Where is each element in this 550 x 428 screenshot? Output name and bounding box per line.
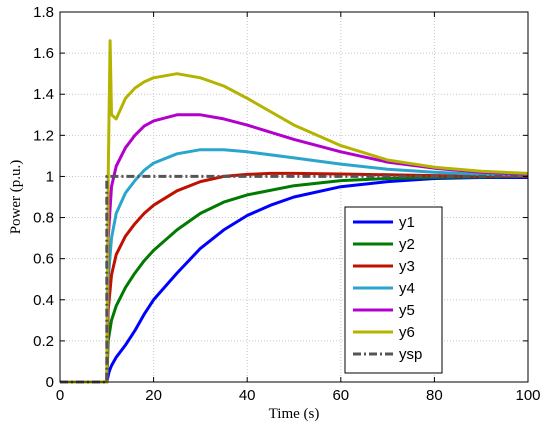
x-axis-title: Time (s) — [269, 406, 320, 422]
legend-label-ysp: ysp — [399, 346, 422, 363]
y-tick-label: 0.2 — [33, 333, 54, 350]
x-tick-label: 60 — [332, 387, 349, 404]
plot-area-border — [59, 11, 529, 383]
y-tick-label: 0.4 — [33, 292, 54, 309]
series-line-y6 — [60, 39, 529, 384]
y-tick-label: 1.4 — [33, 86, 54, 103]
x-tick-label: 100 — [515, 387, 540, 404]
legend-label-y1: y1 — [399, 214, 415, 231]
legend-label-y5: y5 — [399, 302, 415, 319]
x-tick-label: 20 — [145, 387, 162, 404]
y-tick-label: 1 — [46, 168, 54, 185]
legend-label-y4: y4 — [399, 280, 415, 297]
series-lines — [60, 39, 529, 384]
legend-label-y2: y2 — [399, 236, 415, 253]
legend-label-y6: y6 — [399, 324, 415, 341]
legend: y1 y2 y3 y4 y5 y6 ysp — [344, 206, 443, 374]
series-line-y5 — [60, 113, 529, 384]
series-line-y2 — [60, 174, 529, 384]
y-tick-label: 1.6 — [33, 45, 54, 62]
x-tick-label: 80 — [426, 387, 443, 404]
y-tick-label: 0.6 — [33, 251, 54, 268]
x-tick-label: 0 — [56, 387, 64, 404]
grid — [60, 12, 528, 382]
legend-label-y3: y3 — [399, 258, 415, 275]
y-tick-label: 1.8 — [33, 4, 54, 21]
legend-box — [344, 206, 443, 374]
axis-ticks: 0 20 40 60 80 100 0 0.2 0.4 0.6 0.8 1 1.2 1.4 1.6 1.8 — [33, 4, 540, 404]
y-tick-label: 0.8 — [33, 210, 54, 227]
y-tick-label: 1.2 — [33, 127, 54, 144]
x-tick-label: 40 — [239, 387, 256, 404]
y-axis-title: Power (p.u.) — [8, 160, 24, 235]
series-line-y3 — [60, 171, 529, 384]
series-line-y4 — [60, 148, 529, 384]
series-line-y1 — [60, 176, 528, 384]
y-tick-label: 0 — [46, 374, 54, 391]
